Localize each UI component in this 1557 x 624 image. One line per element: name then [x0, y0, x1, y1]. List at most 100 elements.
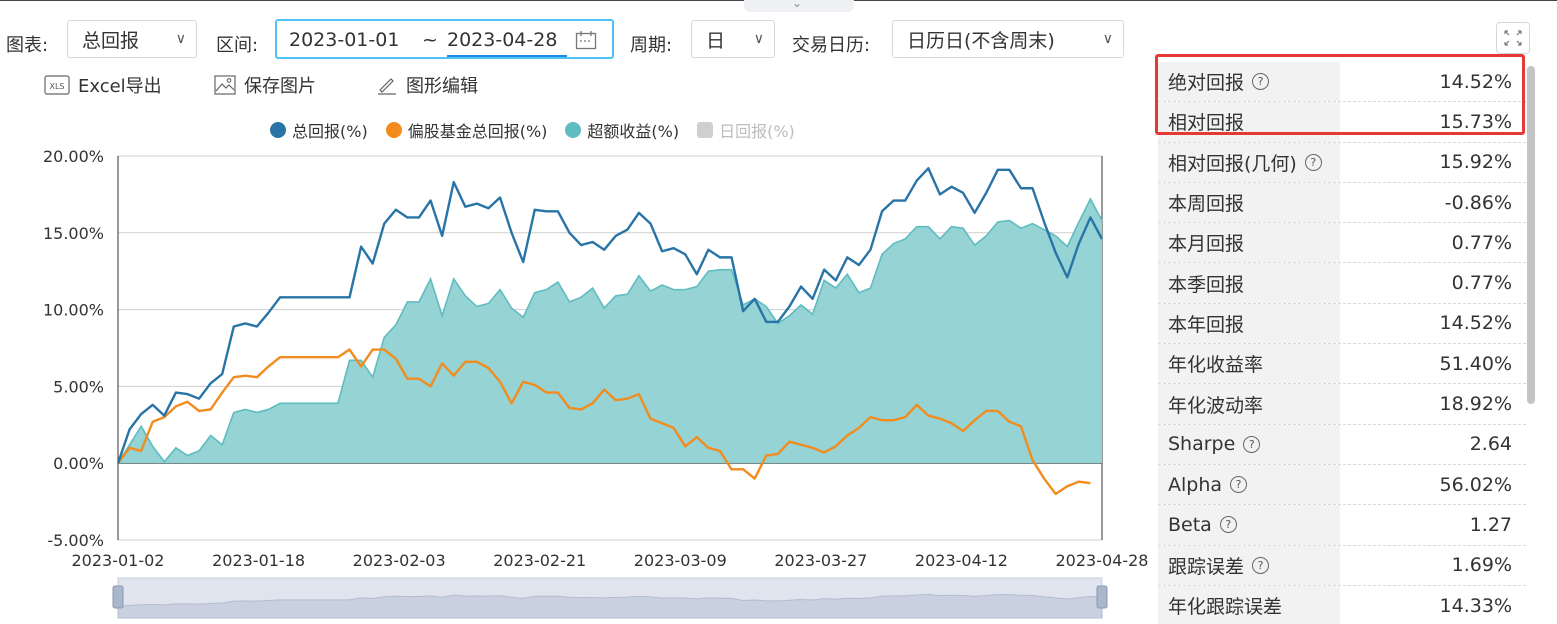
- legend-label-excess: 超额收益(%): [587, 122, 680, 141]
- metric-label: 年化收益率: [1158, 344, 1340, 384]
- metric-value: -0.86%: [1444, 191, 1512, 214]
- chart-type-label: 图表:: [6, 35, 49, 56]
- metrics-panel: 绝对回报? 14.52% 相对回报 15.73% 相对回报(几何)? 15.92% 本周回报…: [1158, 62, 1526, 624]
- metric-row: 年化收益率 51.40%: [1158, 344, 1526, 385]
- help-icon[interactable]: ?: [1230, 476, 1248, 494]
- period-value: 日: [706, 29, 726, 52]
- metric-row: 本季回报 0.77%: [1158, 263, 1526, 304]
- metric-label-text: Sharpe: [1168, 433, 1236, 456]
- image-icon: [214, 75, 236, 95]
- metric-row: 年化波动率 18.92%: [1158, 384, 1526, 425]
- chart-type-value: 总回报: [82, 29, 140, 52]
- metric-row: 本年回报 14.52%: [1158, 303, 1526, 345]
- xls-icon: XLS: [44, 75, 70, 95]
- calendar-icon[interactable]: [575, 30, 597, 50]
- series-line-total: [116, 167, 1104, 464]
- metric-label: 绝对回报?: [1158, 62, 1340, 102]
- metric-label-text: 本月回报: [1168, 233, 1245, 256]
- trading-calendar-select[interactable]: 日历日(不含周末) ∨: [892, 20, 1124, 58]
- legend-item-daily[interactable]: 日回报(%): [697, 118, 795, 142]
- trading-calendar-value: 日历日(不含周末): [907, 29, 1055, 52]
- metric-value: 2.64: [1469, 433, 1512, 456]
- range-end-input[interactable]: 2023-04-28: [447, 29, 558, 51]
- help-icon[interactable]: ?: [1252, 556, 1270, 574]
- zoom-handle-left[interactable]: [112, 585, 124, 609]
- legend-item-fund[interactable]: 偏股基金总回报(%): [385, 118, 548, 142]
- metric-value: 0.77%: [1451, 231, 1512, 254]
- metric-label: 相对回报: [1158, 102, 1340, 142]
- range-start-input[interactable]: 2023-01-01: [289, 29, 400, 51]
- series-line-excess: [117, 197, 1103, 464]
- highlight-box: [1155, 54, 1525, 135]
- help-icon[interactable]: ?: [1243, 435, 1261, 453]
- period-label: 周期:: [630, 35, 673, 56]
- zoom-handle-right[interactable]: [1096, 585, 1108, 609]
- chart-type-select[interactable]: 总回报 ∨: [67, 20, 197, 58]
- metric-label: Beta?: [1158, 505, 1340, 545]
- chevron-down-icon: ⌄: [792, 0, 803, 10]
- chart-legend: 总回报(%) 偏股基金总回报(%) 超额收益(%) 日回报(%): [270, 118, 813, 142]
- metric-row: Beta? 1.27: [1158, 505, 1526, 546]
- y-tick-label: 20.00%: [43, 147, 104, 166]
- metric-value: 15.73%: [1439, 110, 1512, 133]
- help-icon[interactable]: ?: [1304, 153, 1322, 171]
- legend-label-fund: 偏股基金总回报(%): [407, 122, 548, 141]
- metric-label-text: 本年回报: [1168, 313, 1245, 336]
- range-label: 区间:: [216, 35, 259, 56]
- x-tick-label: 2023-03-09: [634, 551, 727, 570]
- edit-chart-button[interactable]: 图形编辑: [376, 72, 478, 98]
- metric-value: 14.52%: [1439, 312, 1512, 335]
- metric-value: 56.02%: [1439, 473, 1512, 496]
- metric-value: 18.92%: [1439, 393, 1512, 416]
- metric-row: 年化跟踪误差 14.33%: [1158, 585, 1526, 624]
- y-tick-label: -5.00%: [47, 531, 104, 550]
- legend-marker-fund: [385, 122, 402, 138]
- metric-label-text: 跟踪误差: [1168, 555, 1245, 578]
- range-active-underline: [447, 55, 567, 57]
- y-tick-label: 15.00%: [43, 224, 104, 243]
- expand-icon: [1504, 30, 1522, 46]
- metric-row: 绝对回报? 14.52%: [1158, 62, 1526, 103]
- pencil-icon: [378, 78, 396, 95]
- help-icon[interactable]: ?: [1219, 516, 1237, 534]
- edit-chart-label: 图形编辑: [406, 76, 478, 97]
- metric-label-text: 本季回报: [1168, 273, 1245, 296]
- metric-label-text: 年化收益率: [1168, 354, 1264, 377]
- metric-label-text: Alpha: [1168, 473, 1223, 496]
- metric-label-text: 绝对回报: [1168, 72, 1245, 95]
- x-tick-label: 2023-02-03: [353, 551, 446, 570]
- metric-label: 本月回报: [1158, 223, 1340, 263]
- metric-label: 本周回报: [1158, 182, 1340, 223]
- metric-label-text: 相对回报: [1168, 112, 1245, 135]
- chevron-down-icon: ∨: [753, 31, 764, 47]
- zoom-slider-preview: [117, 594, 1103, 619]
- help-icon[interactable]: ?: [1252, 73, 1270, 91]
- range-separator: ~: [422, 29, 438, 51]
- metric-value: 14.33%: [1439, 594, 1512, 617]
- collapse-tab[interactable]: ⌄: [744, 0, 854, 12]
- metric-value: 1.69%: [1451, 554, 1512, 577]
- metric-label: 本年回报: [1158, 303, 1340, 344]
- x-tick-label: 2023-01-02: [72, 551, 165, 570]
- metric-row: 相对回报 15.73%: [1158, 102, 1526, 143]
- metric-value: 15.92%: [1439, 151, 1512, 174]
- metric-label: 年化跟踪误差: [1158, 585, 1340, 624]
- excel-export-button[interactable]: XLS Excel导出: [44, 72, 162, 98]
- legend-item-excess[interactable]: 超额收益(%): [565, 118, 679, 142]
- metric-label: Sharpe?: [1158, 424, 1340, 464]
- fullscreen-button[interactable]: [1496, 22, 1530, 54]
- save-image-button[interactable]: 保存图片: [214, 72, 316, 98]
- metric-value: 0.77%: [1451, 272, 1512, 295]
- return-chart[interactable]: 20.00%15.00%10.00%5.00%0.00%-5.00%2023-0…: [0, 140, 1150, 624]
- panel-scrollbar[interactable]: [1527, 66, 1535, 404]
- legend-marker-daily: [697, 122, 714, 138]
- period-select[interactable]: 日 ∨: [691, 20, 775, 58]
- legend-item-total[interactable]: 总回报(%): [270, 118, 368, 142]
- metric-row: 本周回报 -0.86%: [1158, 182, 1526, 224]
- chevron-down-icon: ∨: [175, 31, 186, 47]
- x-tick-label: 2023-03-27: [774, 551, 867, 570]
- metric-row: 相对回报(几何)? 15.92%: [1158, 142, 1526, 183]
- chevron-down-icon: ∨: [1102, 31, 1113, 47]
- metric-label-text: Beta: [1168, 513, 1212, 536]
- date-range-picker[interactable]: 2023-01-01 ~ 2023-04-28: [275, 19, 614, 59]
